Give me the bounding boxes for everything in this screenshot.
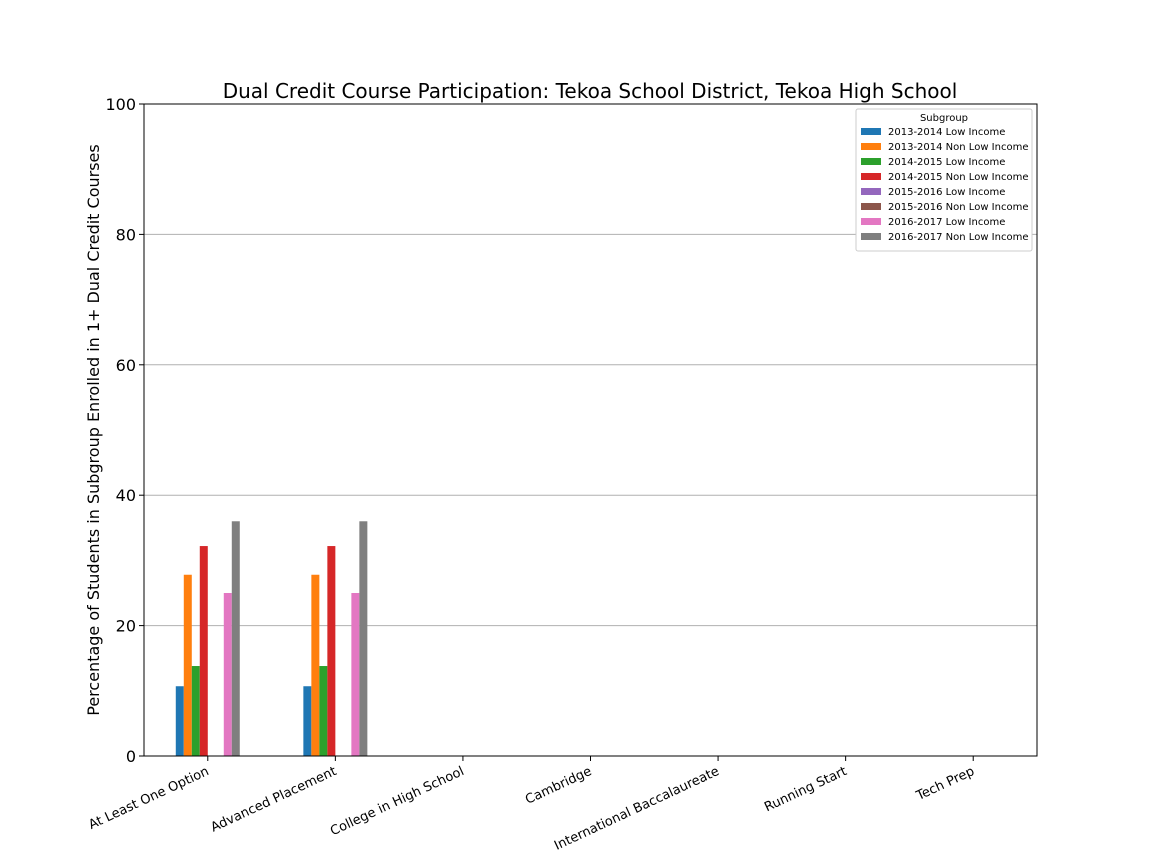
y-tick-label: 40 — [116, 486, 136, 505]
bar — [311, 574, 320, 756]
chart-title: Dual Credit Course Participation: Tekoa … — [223, 79, 958, 103]
legend-title: Subgroup — [920, 113, 968, 124]
legend-entry: 2014-2015 Low Income — [888, 157, 1005, 168]
x-tick-label: Running Start — [762, 764, 849, 815]
y-tick-label: 60 — [116, 356, 136, 375]
legend-entry: 2016-2017 Non Low Income — [888, 232, 1028, 243]
y-tick-label: 0 — [126, 747, 136, 766]
legend-swatch — [861, 188, 881, 195]
legend-swatch — [861, 143, 881, 150]
legend-swatch — [861, 173, 881, 180]
x-tick-label: Tech Prep — [913, 764, 977, 804]
x-tick-label: Advanced Placement — [209, 764, 339, 835]
legend-swatch — [861, 233, 881, 240]
legend-swatch — [861, 203, 881, 210]
bar — [231, 521, 240, 756]
bar — [183, 574, 192, 756]
bar — [327, 546, 336, 756]
x-tick-label: College in High School — [328, 764, 466, 839]
y-tick-label: 100 — [105, 95, 136, 114]
legend-entry: 2013-2014 Low Income — [888, 127, 1005, 138]
legend-swatch — [861, 128, 881, 135]
x-tick-label: At Least One Option — [87, 764, 212, 833]
bar — [175, 686, 184, 756]
legend-swatch — [861, 158, 881, 165]
legend-entry: 2013-2014 Non Low Income — [888, 142, 1028, 153]
gridlines — [144, 233, 1037, 627]
bar — [191, 666, 200, 756]
legend: Subgroup 2013-2014 Low Income 2013-2014 No… — [855, 108, 1033, 252]
bar — [303, 686, 312, 756]
bars — [175, 521, 368, 756]
legend-box — [855, 108, 1033, 252]
y-tick-label: 80 — [116, 225, 136, 244]
bar — [223, 593, 232, 756]
bar — [351, 593, 360, 756]
bar — [319, 666, 328, 756]
bar — [359, 521, 368, 756]
y-axis: 0 20 40 60 80 100 — [105, 95, 144, 766]
legend-entry: 2015-2016 Low Income — [888, 187, 1005, 198]
bar — [199, 546, 208, 756]
y-axis-label: Percentage of Students in Subgroup Enrol… — [84, 144, 103, 715]
x-tick-label: Cambridge — [523, 764, 594, 808]
legend-entry: 2014-2015 Non Low Income — [888, 172, 1028, 183]
legend-entry: 2016-2017 Low Income — [888, 217, 1005, 228]
legend-entry: 2015-2016 Non Low Income — [888, 202, 1028, 213]
y-tick-label: 20 — [116, 617, 136, 636]
legend-swatch — [861, 218, 881, 225]
